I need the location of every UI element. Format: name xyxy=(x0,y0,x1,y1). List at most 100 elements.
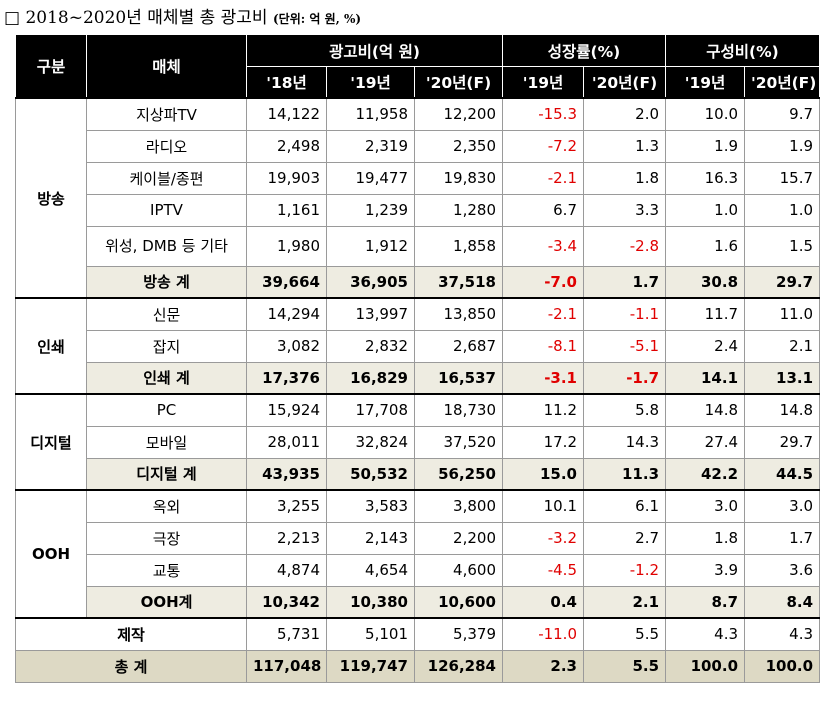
growth-2020f-cell: 5.8 xyxy=(582,393,667,427)
growth-2020f-cell: 11.3 xyxy=(582,457,667,491)
share-2019-cell: 42.2 xyxy=(665,457,746,491)
share-2019-cell: 1.8 xyxy=(665,521,746,555)
spend-2018-cell: 15,924 xyxy=(246,393,327,427)
spend-2020f-cell: 3,800 xyxy=(414,489,503,523)
spend-2019-cell: 5,101 xyxy=(326,617,415,651)
spend-2020f-cell: 12,200 xyxy=(414,97,503,131)
table-row: 모바일 28,011 32,824 37,520 17.2 14.3 27.4 29.7 xyxy=(16,425,821,459)
share-2019-cell: 4.3 xyxy=(665,617,746,651)
header-growth: 성장률(%) xyxy=(501,34,667,67)
share-2020f-cell: 4.3 xyxy=(744,617,821,651)
spend-2020f-cell: 37,518 xyxy=(414,265,503,299)
share-2020f-cell: 3.0 xyxy=(744,489,821,523)
share-2019-cell: 16.3 xyxy=(665,161,746,195)
header-growth-20f: '20년(F) xyxy=(582,66,667,99)
ad-spend-table: 구분 매체 광고비(억 원) 성장률(%) 구성비(%) '18년 '19년 '… xyxy=(15,34,821,683)
header-y20f: '20년(F) xyxy=(414,66,503,99)
spend-2019-cell: 2,832 xyxy=(326,329,415,363)
media-cell: 라디오 xyxy=(86,129,247,163)
header-growth-19: '19년 xyxy=(502,66,584,99)
share-2020f-cell: 29.7 xyxy=(744,265,821,299)
spend-2019-cell: 32,824 xyxy=(326,425,415,459)
spend-2019-cell: 2,319 xyxy=(326,129,415,163)
growth-2020f-cell: -1.2 xyxy=(582,553,667,587)
growth-2020f-cell: -2.8 xyxy=(582,225,667,267)
subtotal-row: 방송 계 39,664 36,905 37,518 -7.0 1.7 30.8 29.7 xyxy=(16,265,821,299)
spend-2020f-cell: 4,600 xyxy=(414,553,503,587)
growth-2019-cell: 11.2 xyxy=(502,393,584,427)
spend-2019-cell: 13,997 xyxy=(326,297,415,331)
spend-2019-cell: 50,532 xyxy=(326,457,415,491)
spend-2019-cell: 1,912 xyxy=(326,225,415,267)
spend-2020f-cell: 16,537 xyxy=(414,361,503,395)
spend-2018-cell: 28,011 xyxy=(246,425,327,459)
share-2020f-cell: 1.9 xyxy=(744,129,821,163)
growth-2019-cell: 15.0 xyxy=(502,457,584,491)
growth-2020f-cell: 2.1 xyxy=(582,585,667,619)
growth-2020f-cell: 14.3 xyxy=(582,425,667,459)
media-cell: IPTV xyxy=(86,193,247,227)
spend-2020f-cell: 19,830 xyxy=(414,161,503,195)
header-ad-spend: 광고비(억 원) xyxy=(246,34,503,67)
spend-2019-cell: 36,905 xyxy=(326,265,415,299)
table-row: 라디오 2,498 2,319 2,350 -7.2 1.3 1.9 1.9 xyxy=(16,129,821,163)
share-2020f-cell: 3.6 xyxy=(744,553,821,587)
share-2019-cell: 30.8 xyxy=(665,265,746,299)
category-cell-print: 인쇄 xyxy=(15,297,87,395)
share-2020f-cell: 29.7 xyxy=(744,425,821,459)
category-cell-digital: 디지털 xyxy=(15,393,87,491)
spend-2019-cell: 2,143 xyxy=(326,521,415,555)
spend-2018-cell: 5,731 xyxy=(246,617,327,651)
table-row: 케이블/종편 19,903 19,477 19,830 -2.1 1.8 16.3 15.7 xyxy=(16,161,821,195)
table-row: OOH 옥외 3,255 3,583 3,800 10.1 6.1 3.0 3.0 xyxy=(15,489,821,619)
grand-total-row: 총 계 117,048 119,747 126,284 2.3 5.5 100.0 100.0 xyxy=(15,649,821,683)
checkbox-square-icon: □ xyxy=(4,8,21,28)
growth-2020f-cell: 2.7 xyxy=(582,521,667,555)
table-title: □ 2018~2020년 매체별 총 광고비 (단위: 억 원, %) xyxy=(4,4,361,32)
subtotal-row: 인쇄 계 17,376 16,829 16,537 -3.1 -1.7 14.1 13.1 xyxy=(16,361,821,395)
table-row: 교통 4,874 4,654 4,600 -4.5 -1.2 3.9 3.6 xyxy=(16,553,821,587)
spend-2018-cell: 14,294 xyxy=(246,297,327,331)
share-2019-cell: 2.4 xyxy=(665,329,746,363)
share-2020f-cell: 100.0 xyxy=(744,649,821,683)
share-2019-cell: 1.0 xyxy=(665,193,746,227)
share-2019-cell: 14.1 xyxy=(665,361,746,395)
share-2019-cell: 14.8 xyxy=(665,393,746,427)
spend-2018-cell: 39,664 xyxy=(246,265,327,299)
spend-2019-cell: 10,380 xyxy=(326,585,415,619)
header-category: 구분 xyxy=(15,34,87,99)
share-2019-cell: 100.0 xyxy=(665,649,746,683)
spend-2018-cell: 19,903 xyxy=(246,161,327,195)
growth-2019-cell: -7.2 xyxy=(502,129,584,163)
spend-2019-cell: 17,708 xyxy=(326,393,415,427)
media-cell: 위성, DMB 등 기타 xyxy=(86,225,247,267)
spend-2019-cell: 4,654 xyxy=(326,553,415,587)
media-cell: 신문 xyxy=(86,297,247,331)
spend-2018-cell: 1,161 xyxy=(246,193,327,227)
media-cell: PC xyxy=(86,393,247,427)
spend-2018-cell: 4,874 xyxy=(246,553,327,587)
spend-2020f-cell: 2,350 xyxy=(414,129,503,163)
growth-2019-cell: -8.1 xyxy=(502,329,584,363)
unit-note: (단위: 억 원, %) xyxy=(272,12,362,26)
table-row: 극장 2,213 2,143 2,200 -3.2 2.7 1.8 1.7 xyxy=(16,521,821,555)
media-cell: 옥외 xyxy=(86,489,247,523)
growth-2020f-cell: 6.1 xyxy=(582,489,667,523)
spend-2018-cell: 1,980 xyxy=(246,225,327,267)
table-row: 방송 지상파TV 14,122 11,958 12,200 -15.3 2.0 10.0 9.7 xyxy=(15,97,821,299)
subtotal-row: OOH계 10,342 10,380 10,600 0.4 2.1 8.7 8.4 xyxy=(16,585,821,619)
share-2019-cell: 8.7 xyxy=(665,585,746,619)
growth-2019-cell: 6.7 xyxy=(502,193,584,227)
spend-2019-cell: 119,747 xyxy=(326,649,415,683)
table-row: 위성, DMB 등 기타 1,980 1,912 1,858 -3.4 -2.8 1.6 1.… xyxy=(16,225,821,267)
media-cell: 지상파TV xyxy=(86,97,247,131)
header-share: 구성비(%) xyxy=(665,34,821,67)
share-2020f-cell: 2.1 xyxy=(744,329,821,363)
header-share-19: '19년 xyxy=(665,66,746,99)
growth-2019-cell: -3.2 xyxy=(502,521,584,555)
table-row: IPTV 1,161 1,239 1,280 6.7 3.3 1.0 1.0 xyxy=(16,193,821,227)
growth-2019-cell: -3.4 xyxy=(502,225,584,267)
growth-2020f-cell: 1.7 xyxy=(582,265,667,299)
spend-2018-cell: 14,122 xyxy=(246,97,327,131)
title-text: 2018~2020년 매체별 총 광고비 xyxy=(25,8,268,28)
